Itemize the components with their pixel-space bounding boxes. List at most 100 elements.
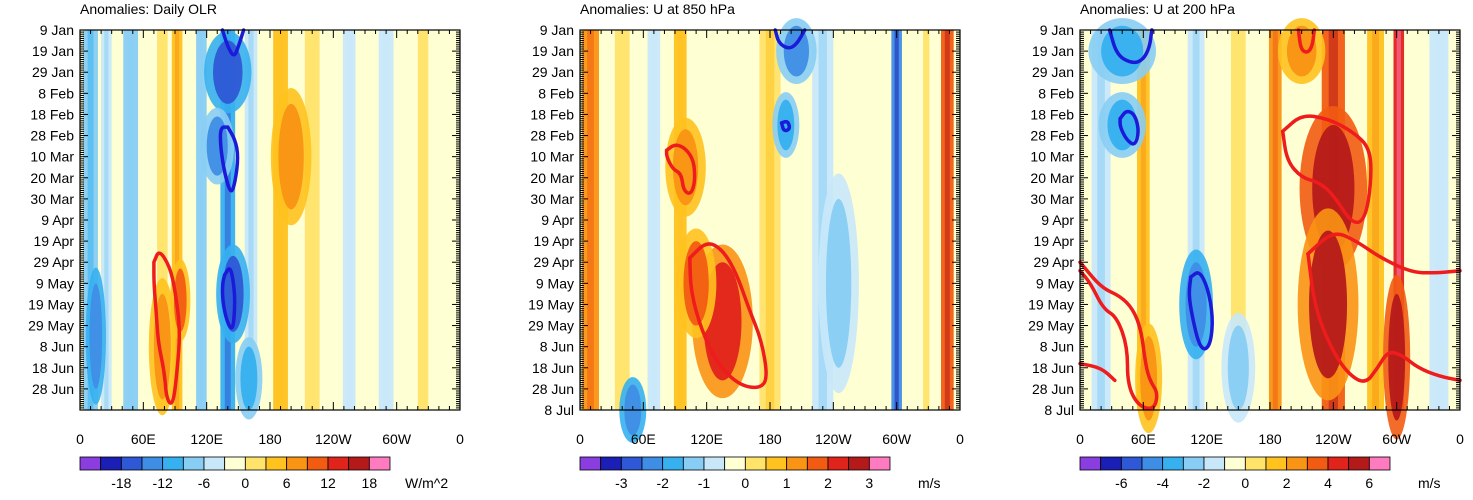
colorbar-swatch xyxy=(79,456,102,471)
field-anomaly-core xyxy=(1227,325,1249,410)
y-tick-label: 9 Apr xyxy=(1041,212,1074,228)
colorbar-label: -18 xyxy=(111,475,131,491)
y-tick-label: 18 Jun xyxy=(32,360,74,376)
colorbar-swatch xyxy=(306,456,329,471)
colorbar-swatch xyxy=(100,456,122,471)
field-stripe-core xyxy=(677,30,683,410)
field-anomaly-core xyxy=(783,25,810,77)
x-tick-label: 120W xyxy=(315,431,352,447)
x-tick-label: 180 xyxy=(758,431,782,447)
colorbar-swatch xyxy=(286,456,308,471)
y-tick-label: 9 Jan xyxy=(540,22,574,38)
y-tick-label: 18 Feb xyxy=(530,106,574,122)
field-stripe-core xyxy=(587,30,594,410)
y-tick-label: 8 Jun xyxy=(40,339,74,355)
colorbar-swatch xyxy=(1079,456,1102,471)
colorbar-label: 18 xyxy=(362,475,378,491)
panel-olr-contours xyxy=(152,28,246,405)
colorbar-label: -6 xyxy=(1115,475,1128,491)
colorbar-swatch xyxy=(327,456,350,471)
colorbar-swatch xyxy=(765,456,788,471)
colorbar-swatch xyxy=(641,456,664,471)
panel-u850-contours xyxy=(664,28,807,390)
y-tick-label: 10 Mar xyxy=(30,149,74,165)
contour-negative xyxy=(773,28,807,50)
field-stripe-core xyxy=(420,30,426,410)
x-tick-label: 0 xyxy=(76,431,84,447)
y-tick-label: 8 Jul xyxy=(544,402,574,418)
y-tick-label: 29 Jan xyxy=(532,64,574,80)
colorbar-label: 0 xyxy=(1241,475,1249,491)
y-tick-label: 19 Jan xyxy=(32,43,74,59)
panel-u850-colorbar-unit: m/s xyxy=(918,475,941,491)
field-anomaly-core xyxy=(213,40,243,104)
colorbar-swatch xyxy=(120,456,143,471)
panel-u200-title: Anomalies: U at 200 hPa xyxy=(1080,1,1235,17)
field-stripe-core xyxy=(1140,30,1146,410)
field-stripe-core xyxy=(924,30,928,410)
x-tick-label: 120W xyxy=(1315,431,1352,447)
colorbar-swatch xyxy=(579,456,602,471)
colorbar-swatch xyxy=(162,456,184,471)
field-stripe-core xyxy=(1272,30,1278,410)
x-tick-label: 120E xyxy=(1190,431,1223,447)
panel-olr: Anomalies: Daily OLR 9 Jan 19 Jan 29 Jan 8 … xyxy=(28,1,464,491)
colorbar-swatch xyxy=(1244,456,1267,471)
colorbar-swatch xyxy=(1348,456,1370,471)
x-tick-label: 60W xyxy=(382,431,412,447)
field-stripe-core xyxy=(619,30,626,410)
x-tick-label: 180 xyxy=(258,431,282,447)
y-tick-label: 28 Feb xyxy=(530,128,574,144)
field-stripe-core xyxy=(383,30,390,410)
x-tick-label: 60E xyxy=(631,431,656,447)
colorbar-swatch xyxy=(662,456,684,471)
contour-positive xyxy=(1078,260,1159,411)
panel-u200-field xyxy=(1080,18,1460,440)
y-tick-label: 9 May xyxy=(536,275,574,291)
y-tick-label: 29 May xyxy=(528,318,574,334)
colorbar-swatch xyxy=(244,456,267,471)
colorbar-swatch xyxy=(1203,456,1226,471)
y-tick-label: 18 Feb xyxy=(1030,106,1074,122)
colorbar-swatch xyxy=(1162,456,1184,471)
colorbar-label: 12 xyxy=(320,475,336,491)
panel-u200-contours xyxy=(1078,28,1462,411)
colorbar-label: -6 xyxy=(198,475,211,491)
field-stripe-core xyxy=(1192,30,1200,410)
colorbar-swatch xyxy=(265,456,288,471)
field-stripe-core xyxy=(765,30,775,410)
colorbar-label: 2 xyxy=(1283,475,1291,491)
field-stripe-core xyxy=(1235,30,1242,410)
y-tick-label: 29 May xyxy=(1028,318,1074,334)
colorbar-label: 6 xyxy=(283,475,291,491)
colorbar-label: -4 xyxy=(1156,475,1169,491)
y-tick-label: 8 Jun xyxy=(1040,339,1074,355)
y-tick-label: 19 Apr xyxy=(34,233,75,249)
panel-olr-axes: 9 Jan 19 Jan 29 Jan 8 Feb 18 Feb 28 Feb 10 Mar… xyxy=(28,22,464,447)
panel-u200-axes: 9 Jan 19 Jan 29 Jan 8 Feb 18 Feb 28 Feb 10 Mar… xyxy=(1028,22,1464,447)
y-tick-label: 9 May xyxy=(36,275,74,291)
colorbar-swatch xyxy=(368,456,391,471)
field-stripe-core xyxy=(160,30,165,410)
y-tick-label: 29 May xyxy=(28,318,74,334)
x-tick-label: 60W xyxy=(882,431,912,447)
y-tick-label: 19 May xyxy=(1028,296,1074,312)
panel-olr-colorbar: -18 -12 -6 0 6 12 18 xyxy=(79,456,391,491)
panel-u850-field xyxy=(580,18,960,443)
y-tick-label: 30 Mar xyxy=(30,191,74,207)
colorbar-label: -1 xyxy=(698,475,711,491)
field-background xyxy=(80,30,460,410)
panel-u850-axes: 9 Jan 19 Jan 29 Jan 8 Feb 18 Feb 28 Feb 10 Mar… xyxy=(528,22,964,447)
field-stripe-core xyxy=(1097,30,1105,410)
y-tick-label: 19 Apr xyxy=(1034,233,1075,249)
contour-positive xyxy=(688,242,768,390)
field-anomaly-core xyxy=(278,103,304,210)
colorbar-label: 2 xyxy=(824,475,832,491)
colorbar-swatch xyxy=(848,456,870,471)
field-anomaly-core xyxy=(825,198,852,368)
colorbar-swatch xyxy=(224,456,246,471)
contour-negative xyxy=(1187,271,1214,351)
field-anomaly-core xyxy=(1309,230,1348,379)
y-tick-label: 10 Mar xyxy=(1030,149,1074,165)
